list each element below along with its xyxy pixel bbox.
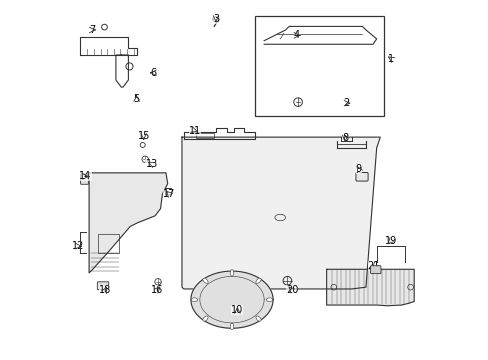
Ellipse shape (203, 278, 208, 283)
Text: 2: 2 (343, 98, 349, 108)
Text: 6: 6 (150, 68, 156, 78)
Bar (255, 16, 383, 116)
Ellipse shape (255, 278, 261, 283)
Text: 17: 17 (163, 189, 175, 199)
FancyBboxPatch shape (355, 172, 367, 181)
Text: 10: 10 (231, 305, 243, 315)
Text: 7: 7 (89, 25, 95, 35)
Ellipse shape (266, 298, 272, 301)
Text: 9: 9 (355, 164, 361, 174)
Text: 3: 3 (212, 14, 219, 23)
FancyBboxPatch shape (97, 282, 108, 290)
Ellipse shape (230, 323, 233, 330)
Text: 1: 1 (387, 54, 393, 64)
Text: 20: 20 (285, 285, 298, 295)
Text: 19: 19 (384, 236, 396, 246)
Text: 15: 15 (137, 131, 150, 141)
Text: 8: 8 (342, 133, 347, 143)
Polygon shape (326, 269, 413, 306)
Polygon shape (182, 137, 380, 289)
Text: 4: 4 (293, 30, 300, 40)
FancyBboxPatch shape (370, 266, 380, 274)
Ellipse shape (230, 270, 233, 276)
FancyBboxPatch shape (81, 174, 88, 184)
Text: 14: 14 (79, 171, 91, 181)
Bar (196, 133, 214, 138)
Text: 18: 18 (99, 285, 111, 295)
Text: 11: 11 (189, 126, 201, 136)
Ellipse shape (191, 298, 197, 301)
Polygon shape (89, 173, 167, 273)
Text: 16: 16 (150, 285, 163, 295)
Text: 13: 13 (145, 159, 158, 169)
Bar (98, 234, 119, 253)
Text: 12: 12 (72, 241, 84, 251)
Ellipse shape (203, 316, 208, 321)
Ellipse shape (255, 316, 261, 321)
Text: 21: 21 (367, 261, 379, 271)
Polygon shape (190, 271, 272, 328)
Text: 5: 5 (133, 94, 140, 104)
